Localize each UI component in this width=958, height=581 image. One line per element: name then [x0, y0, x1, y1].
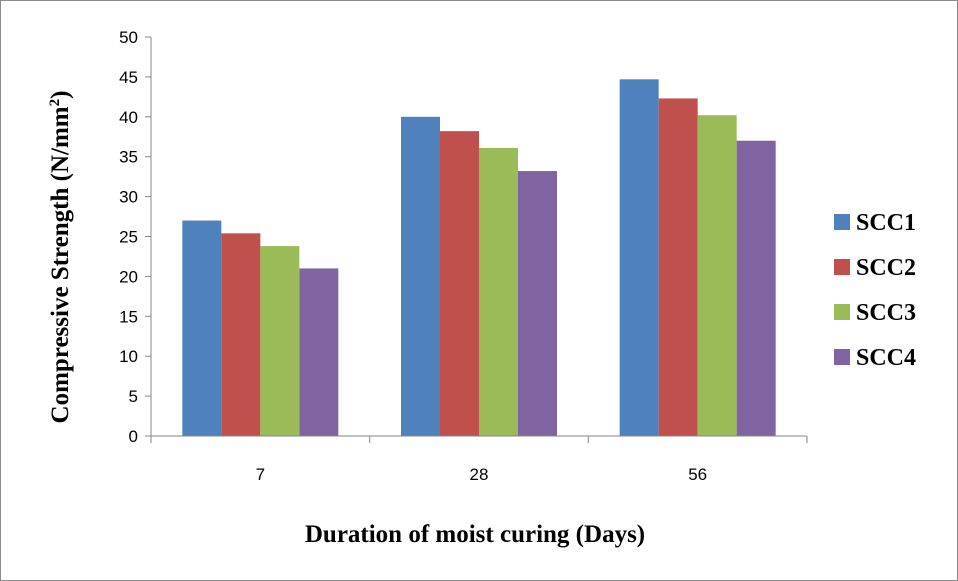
bar-scc2-56: [658, 98, 698, 437]
legend: SCC1 SCC2 SCC3 SCC4: [834, 210, 916, 371]
y-tick-label: 40: [119, 108, 138, 127]
axes: 0 5 10 15 20 25 30 35 40 45 50 7 28 56: [119, 28, 808, 484]
bar-scc4-28: [518, 171, 557, 436]
y-tick-label: 35: [119, 148, 138, 167]
legend-label-scc4: SCC4: [856, 345, 916, 371]
plot-area: [182, 79, 776, 437]
bar-scc4-7: [299, 268, 339, 436]
bar-scc2-7: [221, 233, 261, 436]
legend-swatch-scc2: [834, 259, 850, 275]
y-tick-label: 20: [119, 267, 138, 286]
y-tick-label: 50: [119, 28, 138, 47]
x-axis-title: Duration of moist curing (Days): [305, 521, 645, 548]
y-axis-title-close: ): [47, 91, 74, 99]
y-tick-label: 30: [119, 188, 138, 207]
bar-scc3-28: [479, 147, 518, 436]
legend-swatch-scc1: [834, 214, 850, 230]
legend-label-scc2: SCC2: [856, 255, 916, 281]
bar-scc1-7: [182, 220, 222, 436]
x-tick-label: 28: [470, 465, 489, 484]
y-tick-label: 0: [129, 427, 138, 446]
legend-label-scc1: SCC1: [856, 210, 916, 236]
bar-scc1-56: [619, 79, 659, 436]
legend-swatch-scc4: [834, 349, 850, 365]
y-axis-title-main: Compressive Strength (N/mm: [47, 106, 74, 423]
y-tick-label: 15: [119, 307, 138, 326]
x-tick-label: 7: [256, 465, 265, 484]
y-axis-title: Compressive Strength (N/mm2): [47, 91, 74, 424]
legend-swatch-scc3: [834, 304, 850, 320]
y-tick-label: 10: [119, 347, 138, 366]
y-tick-label: 5: [129, 387, 138, 406]
y-tick-label: 45: [119, 68, 138, 87]
bar-scc4-56: [736, 140, 776, 437]
x-tick-label: 56: [688, 465, 707, 484]
bar-scc3-7: [260, 246, 300, 436]
bar-scc1-28: [401, 116, 440, 437]
y-axis-title-superscript: 2: [47, 99, 63, 107]
bar-scc3-56: [697, 115, 737, 436]
bar-scc2-28: [440, 131, 479, 436]
y-tick-label: 25: [119, 228, 138, 247]
legend-label-scc3: SCC3: [856, 300, 916, 326]
